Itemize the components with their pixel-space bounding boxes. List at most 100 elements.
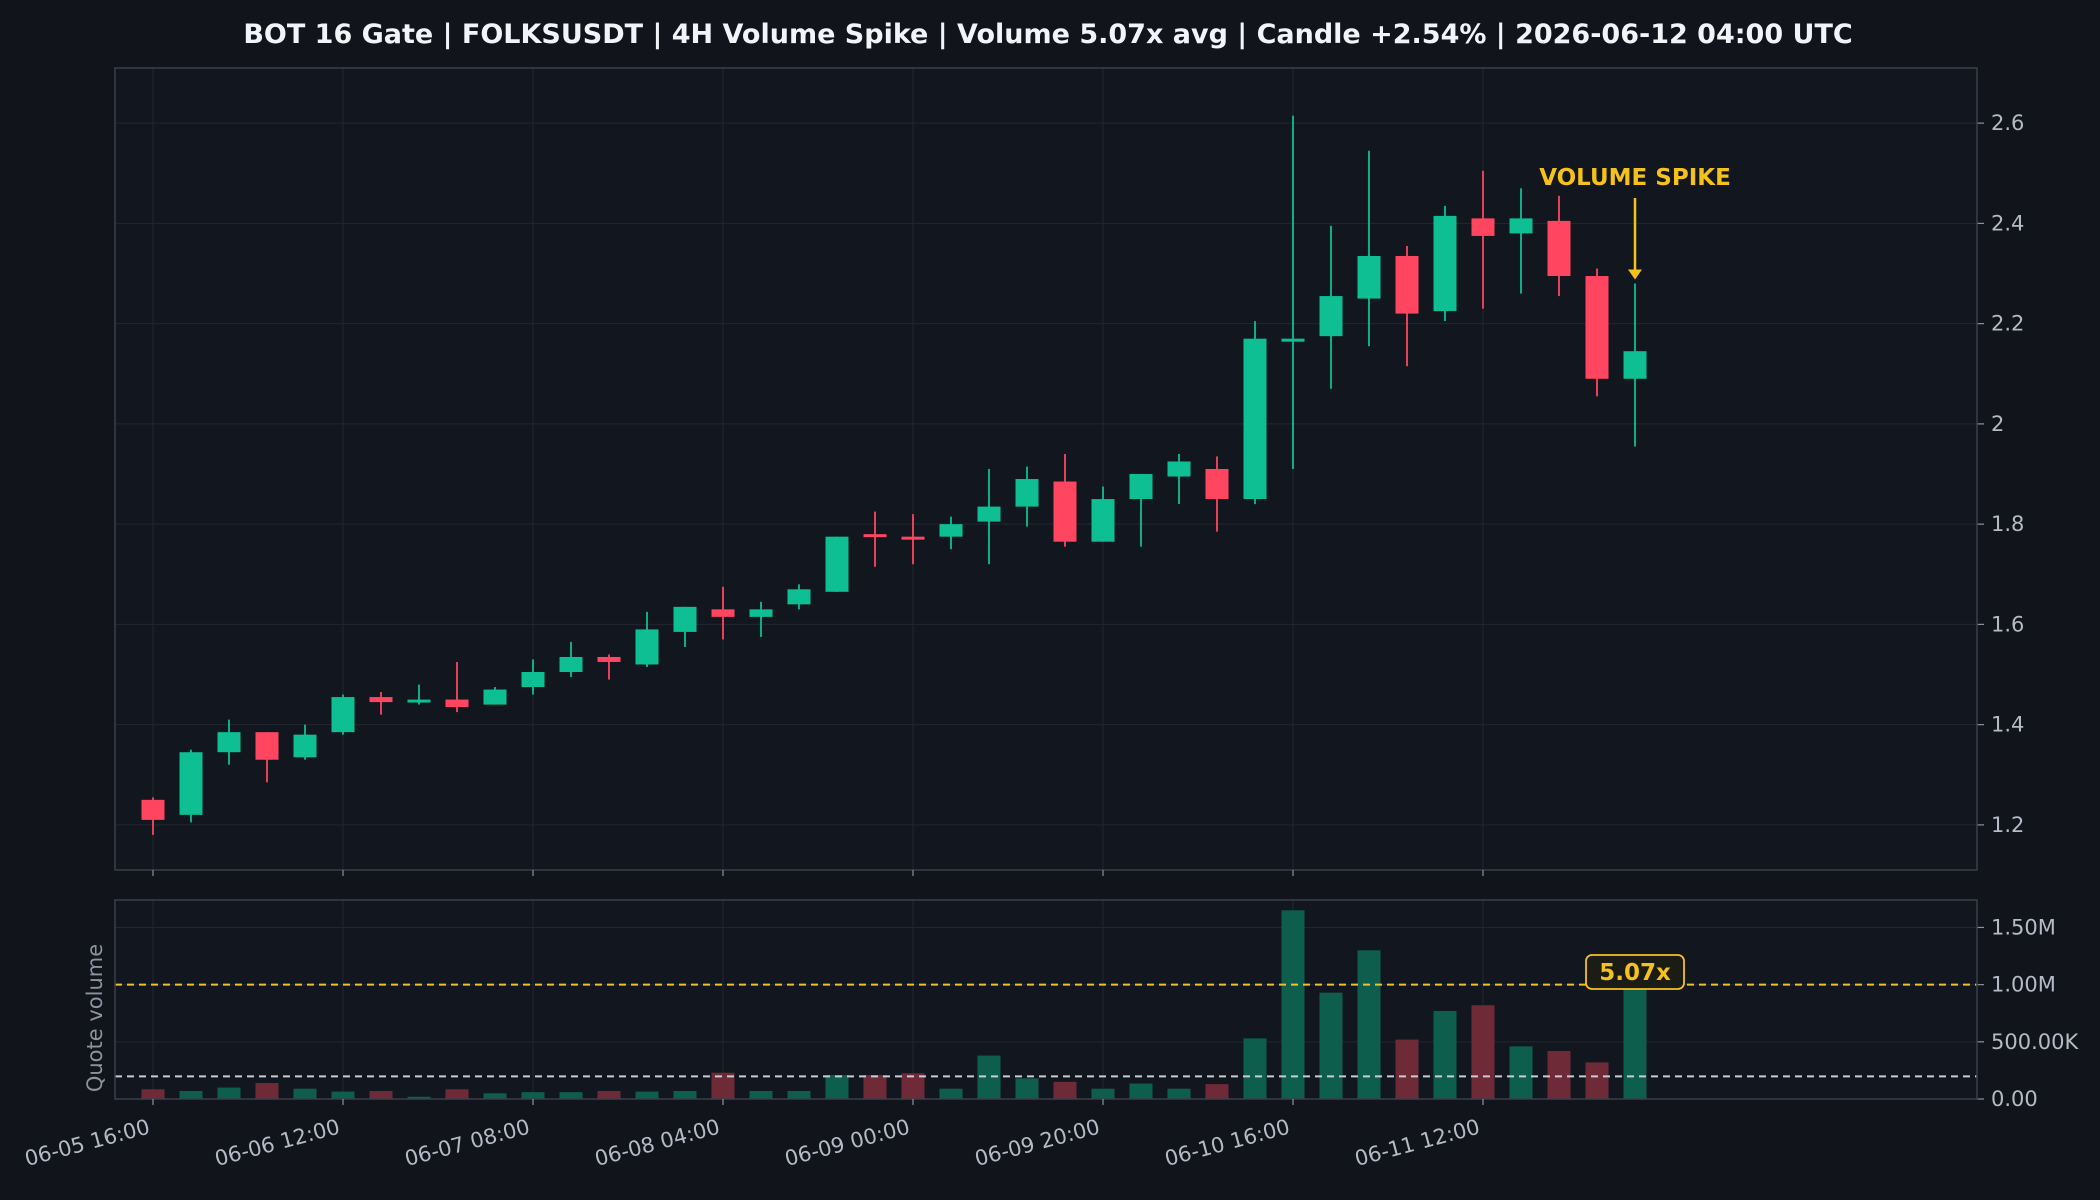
ratio-badge <box>1585 954 1685 990</box>
candle-body <box>711 609 735 617</box>
candle-body <box>293 734 317 758</box>
volume-bar <box>293 1088 317 1099</box>
volume-bar <box>1547 1050 1571 1099</box>
price-tick-label: 1.6 <box>1991 612 2024 636</box>
candle-body <box>255 732 279 760</box>
volume-panel: 0.00 500.00K 1.00M 1.50M 5.07x <box>114 899 2079 1111</box>
candle-body <box>521 672 545 688</box>
price-tick-label: 2.6 <box>1991 111 2024 135</box>
candle-body <box>1281 338 1305 342</box>
price-panel: 1.2 1.4 1.6 1.8 2 2.2 2.4 2.6 VOLUME SPIKE <box>114 67 2024 871</box>
candle-body <box>1471 218 1495 236</box>
volume-bar <box>559 1092 583 1099</box>
candle-body <box>863 534 887 538</box>
volume-bar <box>597 1090 621 1099</box>
candle-body <box>445 699 469 708</box>
volume-bar <box>1471 1005 1495 1099</box>
chart-title: BOT 16 Gate | FOLKSUSDT | 4H Volume Spik… <box>243 19 1852 50</box>
volume-bar <box>1167 1088 1191 1099</box>
volume-bar <box>217 1087 241 1099</box>
candle-body <box>1585 276 1609 379</box>
candle-body <box>1547 220 1571 277</box>
candle-body <box>1167 461 1191 477</box>
price-tick-label: 1.2 <box>1991 813 2024 837</box>
candle-body <box>1091 499 1115 542</box>
candle-body <box>635 629 659 665</box>
volume-bar <box>1129 1083 1153 1099</box>
candle-body <box>1357 255 1381 299</box>
volume-bar <box>1205 1084 1229 1099</box>
volume-tick-label: 1.00M <box>1991 973 2056 997</box>
volume-axis-label: Quote volume <box>83 944 107 1092</box>
volume-bar <box>1357 950 1381 1099</box>
candle-body <box>1015 479 1039 507</box>
candle-body <box>1205 469 1229 500</box>
volume-bar <box>179 1090 203 1099</box>
candle-body <box>331 697 355 733</box>
price-panel-border <box>114 67 1978 871</box>
volume-bar <box>331 1091 355 1099</box>
candle-body <box>1433 215 1457 312</box>
volume-panel-border <box>114 899 1978 1100</box>
volume-bar <box>1623 983 1647 1099</box>
volume-bar <box>977 1055 1001 1099</box>
volume-bar <box>1433 1010 1457 1099</box>
volume-bar <box>711 1072 735 1099</box>
volume-bar <box>1015 1078 1039 1099</box>
candle-body <box>1623 351 1647 379</box>
volume-bar <box>521 1092 545 1099</box>
candle-body <box>559 656 583 673</box>
candle-body <box>1243 338 1267 500</box>
price-tick-label: 2.2 <box>1991 312 2024 336</box>
volume-bar <box>787 1090 811 1099</box>
volume-bar <box>1281 910 1305 1099</box>
volume-bar <box>407 1096 431 1099</box>
volume-bar <box>1319 992 1343 1099</box>
candle-body <box>1395 255 1419 314</box>
candle-body <box>1319 296 1343 337</box>
candle-body <box>597 656 621 662</box>
volume-bar <box>1053 1081 1077 1099</box>
volume-bar <box>483 1093 507 1099</box>
volume-bar <box>635 1091 659 1099</box>
volume-plot-area <box>115 900 1977 1099</box>
candle-body <box>179 752 203 815</box>
volume-bar <box>445 1089 469 1099</box>
volume-tick-label: 1.50M <box>1991 915 2056 939</box>
volume-tick-label: 500.00K <box>1991 1030 2079 1054</box>
volume-spike-annotation: VOLUME SPIKE <box>1539 165 1731 191</box>
candle-body <box>369 697 393 703</box>
candle-body <box>977 506 1001 522</box>
volume-bar <box>673 1090 697 1099</box>
volume-bar <box>1243 1038 1267 1099</box>
volume-bar <box>1091 1088 1115 1099</box>
volume-bar <box>1585 1062 1609 1099</box>
annotation-arrowhead <box>1628 269 1642 280</box>
volume-bar <box>141 1089 165 1099</box>
candle-body <box>1509 218 1533 234</box>
volume-bar <box>749 1090 773 1099</box>
candle-body <box>407 699 431 703</box>
price-tick-label: 2.4 <box>1991 211 2024 235</box>
volume-bar <box>1509 1046 1533 1099</box>
price-tick-label: 1.8 <box>1991 512 2024 536</box>
volume-bar <box>255 1082 279 1099</box>
volume-bar <box>825 1074 849 1099</box>
volume-bar <box>1395 1039 1419 1099</box>
candle-body <box>787 589 811 605</box>
volume-bar <box>863 1074 887 1099</box>
candle-body <box>749 609 773 617</box>
candle-body <box>673 606 697 632</box>
candle-body <box>901 536 925 540</box>
candle-body <box>483 689 507 705</box>
volume-bar <box>939 1088 963 1099</box>
candle-body <box>1129 474 1153 500</box>
volume-bar <box>369 1090 393 1099</box>
candle-body <box>939 524 963 537</box>
candle-body <box>141 799 165 820</box>
candle-body <box>217 732 241 753</box>
volume-bar <box>901 1073 925 1099</box>
price-plot-area <box>115 68 1977 870</box>
price-tick-label: 2 <box>1991 412 2004 436</box>
